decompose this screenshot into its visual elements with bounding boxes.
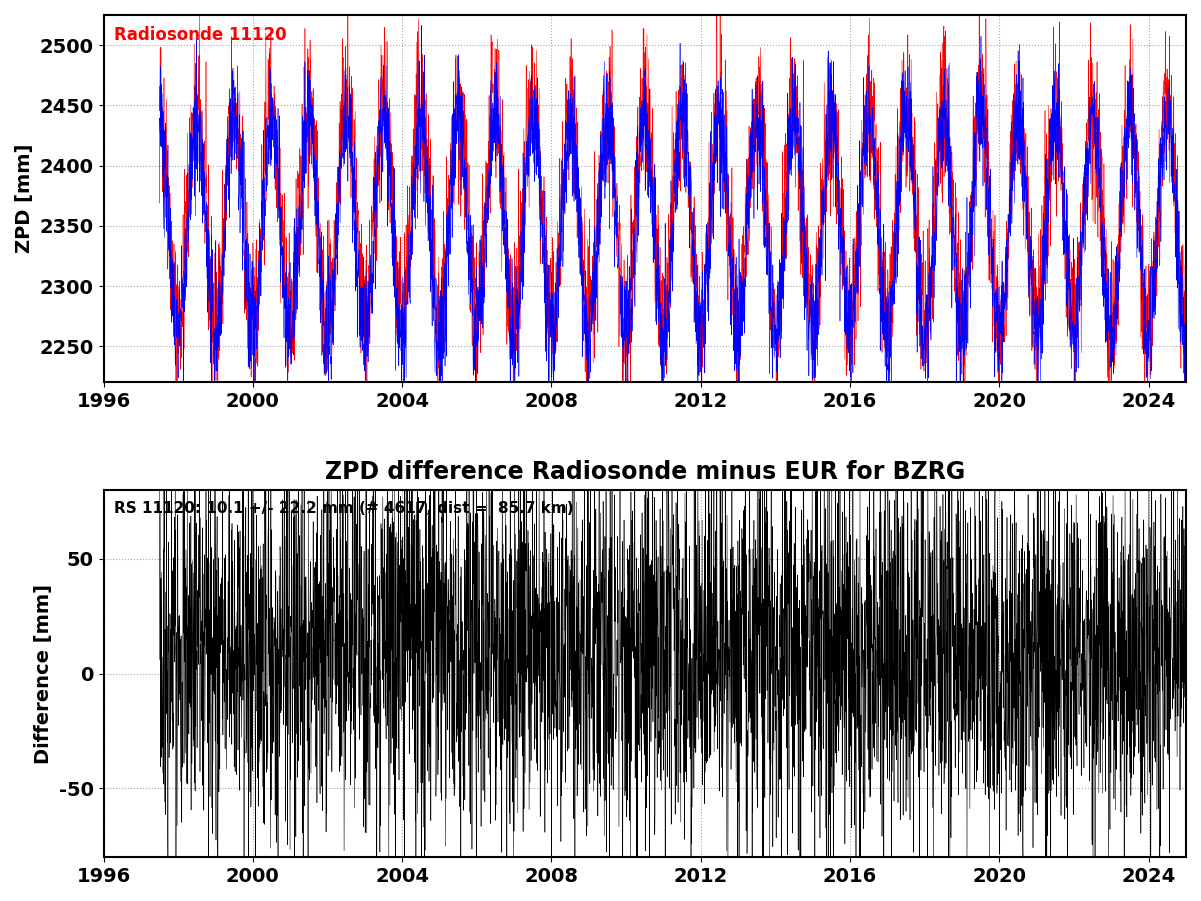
Title: ZPD difference Radiosonde minus EUR for BZRG: ZPD difference Radiosonde minus EUR for … bbox=[324, 460, 964, 484]
Y-axis label: ZPD [mm]: ZPD [mm] bbox=[14, 144, 34, 253]
Text: Radiosonde 11120: Radiosonde 11120 bbox=[114, 26, 287, 44]
Text: RS 11120: 10.1 +/- 22.2 mm (# 4617, dist =  85.7 km): RS 11120: 10.1 +/- 22.2 mm (# 4617, dist… bbox=[114, 501, 574, 516]
Y-axis label: Difference [mm]: Difference [mm] bbox=[35, 584, 53, 763]
